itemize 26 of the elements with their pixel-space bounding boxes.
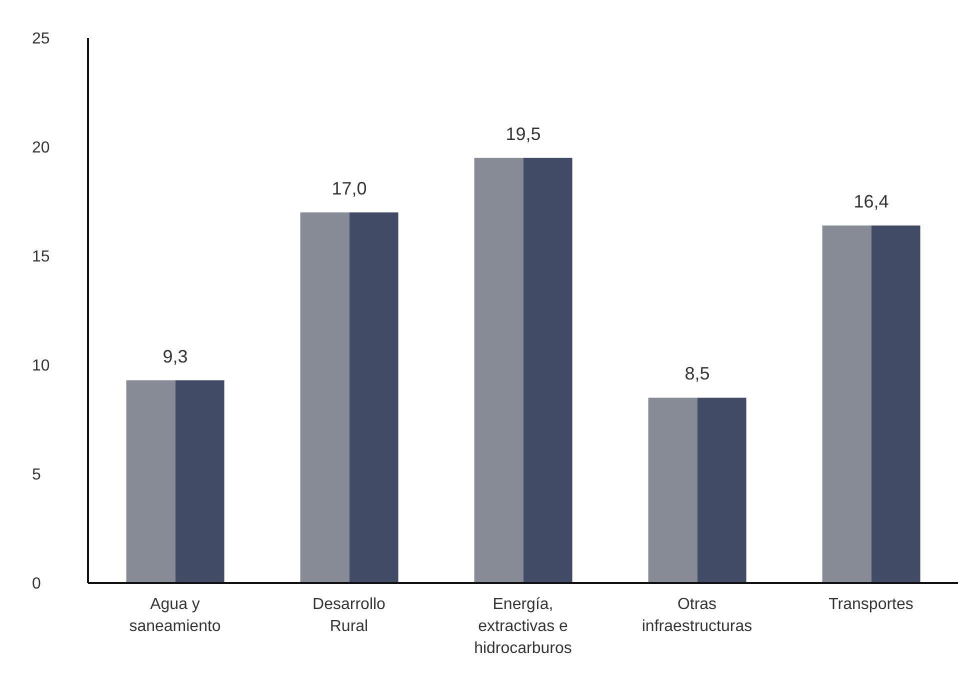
x-tick-label: Desarrollo Rural [312,596,386,635]
bar [822,225,872,583]
data-label: 16,4 [854,191,889,212]
bar [648,398,698,583]
bar [349,212,398,583]
bar [523,158,572,583]
data-label: 8,5 [684,364,710,384]
y-tick-label: 5 [32,466,41,484]
x-tick-label: Otras infraestructuras [642,596,752,635]
bar [126,380,176,583]
bar [697,398,746,583]
data-label: 9,3 [162,346,188,366]
y-tick-label: 25 [32,30,50,48]
bar [175,380,224,583]
data-label: 17,0 [332,178,367,198]
x-tick-label: Energía, extractivas e hidrocarburos [474,596,572,657]
x-tick-label: Transportes [828,596,914,613]
y-tick-label: 20 [32,140,50,157]
data-label: 19,5 [506,124,541,144]
bar [300,212,350,583]
bar [871,225,920,583]
y-tick-label: 0 [32,576,41,593]
bar [474,158,524,583]
x-tick-label: Agua y saneamiento [129,596,221,635]
y-tick-label: 15 [32,248,50,266]
y-tick-label: 10 [32,358,50,375]
